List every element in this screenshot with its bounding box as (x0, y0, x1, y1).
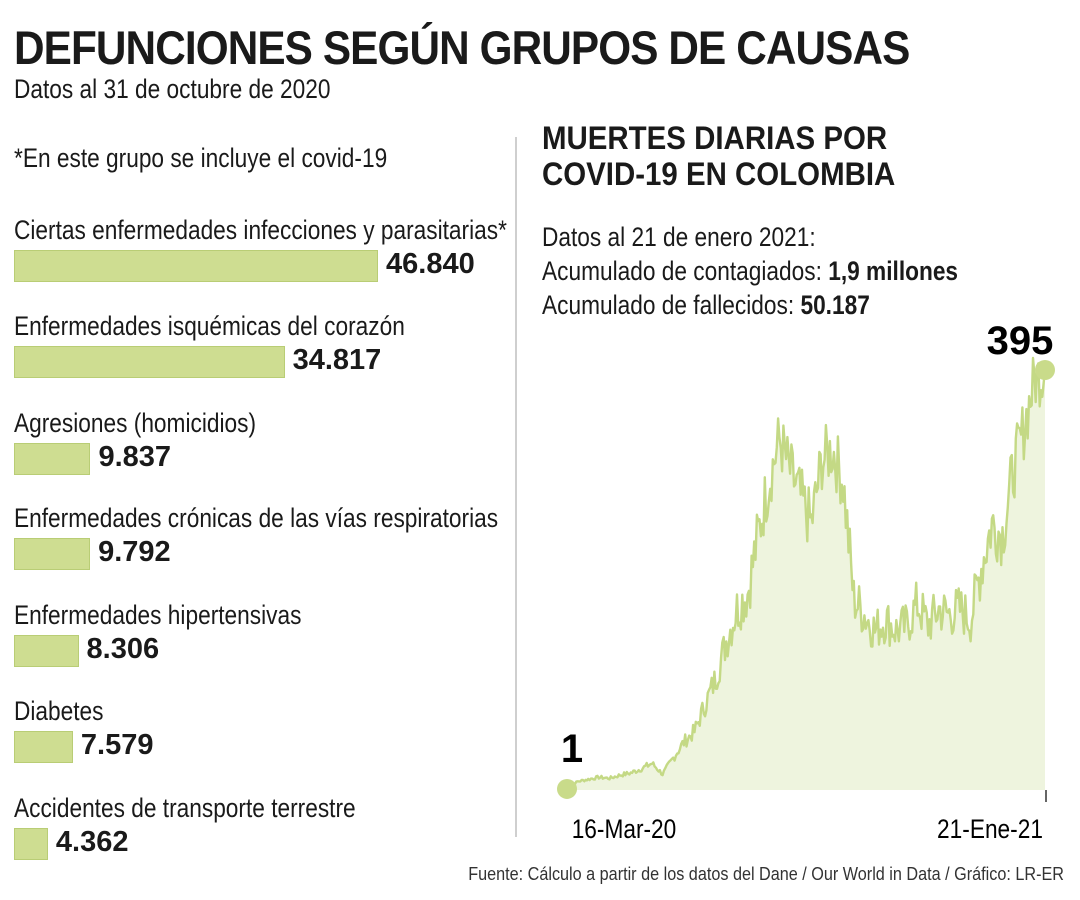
x-tick-label-start: 16-Mar-20 (572, 814, 677, 844)
page-title: DEFUNCIONES SEGÚN GRUPOS DE CAUSAS (14, 21, 910, 74)
column-divider (515, 137, 517, 837)
covid-daily-deaths-chart: 1 395 16-Mar-20 21-Ene-21 (557, 319, 1055, 844)
cause-item: Diabetes 7.579 (14, 693, 153, 765)
cause-bar-row: 7.579 (14, 729, 153, 765)
deaths-line (566, 356, 1047, 790)
cause-value: 9.837 (98, 441, 172, 473)
start-value-label: 1 (561, 727, 583, 771)
end-point-marker (1035, 360, 1055, 380)
info-date: Datos al 21 de enero 2021: (542, 222, 816, 252)
cause-bar (14, 828, 48, 860)
cause-item: Enfermedades hipertensivas 8.306 (14, 597, 356, 669)
info-cases-value: 1,9 millones (828, 256, 959, 286)
covid-note: *En este grupo se incluye el covid-19 (14, 143, 388, 173)
cause-bar-row: 9.837 (14, 441, 302, 477)
cause-value: 34.817 (292, 344, 382, 376)
cause-item: Enfermedades crónicas de las vías respir… (14, 500, 590, 572)
covid-chart-title: MUERTES DIARIAS POR COVID-19 EN COLOMBIA (542, 120, 895, 192)
end-value-label: 395 (987, 319, 1054, 363)
info-deaths-value: 50.187 (800, 290, 870, 320)
cause-bar-row: 8.306 (14, 633, 356, 669)
cause-item: Accidentes de transporte terrestre 4.362 (14, 790, 421, 862)
cause-item: Ciertas enfermedades infecciones y paras… (14, 212, 601, 284)
covid-chart-title-line2: COVID-19 EN COLOMBIA (542, 156, 896, 192)
cause-label: Ciertas enfermedades infecciones y paras… (14, 215, 507, 245)
cause-bar-row: 9.792 (14, 536, 590, 572)
cause-bar-row: 46.840 (14, 248, 601, 284)
cause-value: 46.840 (386, 248, 475, 280)
cause-bar-row: 4.362 (14, 826, 421, 862)
info-deaths-label: Acumulado de fallecidos: (542, 290, 801, 320)
info-cases-label: Acumulado de contagiados: (542, 256, 829, 286)
cause-label: Diabetes (14, 696, 104, 726)
x-tick-label-end: 21-Ene-21 (937, 814, 1043, 844)
cause-bar (14, 443, 91, 475)
cause-bar-row: 34.817 (14, 344, 479, 380)
cause-label: Accidentes de transporte terrestre (14, 793, 356, 823)
cause-label: Enfermedades hipertensivas (14, 600, 302, 630)
cause-value: 8.306 (86, 633, 160, 665)
start-point-marker (557, 778, 577, 799)
cause-bar (14, 731, 73, 763)
cause-bar (14, 346, 285, 378)
cause-value: 9.792 (98, 536, 171, 568)
cause-label: Enfermedades crónicas de las vías respir… (14, 503, 499, 533)
covid-chart-title-line1: MUERTES DIARIAS POR (542, 120, 888, 156)
source-note: Fuente: Cálculo a partir de los datos de… (468, 864, 1064, 884)
cause-item: Agresiones (homicidios) 9.837 (14, 405, 302, 477)
cause-bar (14, 250, 378, 282)
cause-label: Enfermedades isquémicas del corazón (14, 311, 405, 341)
cause-bar (14, 635, 79, 667)
cause-item: Enfermedades isquémicas del corazón 34.81… (14, 308, 479, 380)
info-cases: Acumulado de contagiados: 1,9 millones (542, 256, 958, 287)
cause-value: 4.362 (55, 826, 129, 858)
deaths-area (567, 358, 1045, 790)
cause-value: 7.579 (80, 729, 154, 761)
cause-bar (14, 538, 91, 570)
cause-label: Agresiones (homicidios) (14, 408, 257, 438)
page-subtitle: Datos al 31 de octubre de 2020 (14, 74, 331, 104)
info-deaths: Acumulado de fallecidos: 50.187 (542, 290, 870, 321)
